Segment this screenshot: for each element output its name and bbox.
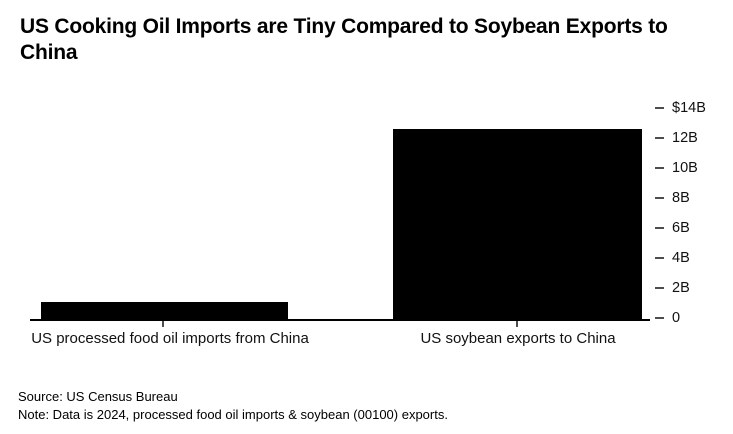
y-tick-label: 2B <box>672 280 690 296</box>
note-line: Note: Data is 2024, processed food oil i… <box>18 406 448 422</box>
y-tick-mark <box>655 227 664 229</box>
y-tick-mark <box>655 197 664 199</box>
y-tick-row: 6B <box>648 213 733 243</box>
x-axis-tick-imports <box>162 321 164 327</box>
y-tick-mark <box>655 317 664 319</box>
y-tick-row: 8B <box>648 183 733 213</box>
y-tick-label: 10B <box>672 160 698 176</box>
bar-soybean-exports <box>393 129 642 320</box>
y-tick-row: 10B <box>648 153 733 183</box>
chart-footer: Source: US Census Bureau Note: Data is 2… <box>18 388 448 423</box>
y-tick-mark <box>655 107 664 109</box>
y-tick-mark <box>655 257 664 259</box>
y-axis: $14B 12B 10B 8B 6B 4B 2B 0 <box>648 93 733 333</box>
y-tick-mark <box>655 167 664 169</box>
bar-processed-food-oil-imports <box>41 302 288 320</box>
x-axis-tick-exports <box>516 321 518 327</box>
y-tick-label: 0 <box>672 310 681 326</box>
category-label-imports: US processed food oil imports from China <box>31 330 309 347</box>
y-tick-row: 4B <box>648 243 733 273</box>
category-label-exports: US soybean exports to China <box>420 330 616 347</box>
y-tick-label: $14B <box>672 100 706 116</box>
y-tick-row: 2B <box>648 273 733 303</box>
source-line: Source: US Census Bureau <box>18 389 178 404</box>
y-tick-row: $14B <box>648 93 733 123</box>
y-tick-row: 12B <box>648 123 733 153</box>
x-axis-line <box>30 319 650 321</box>
y-tick-label: 4B <box>672 250 690 266</box>
y-tick-mark <box>655 287 664 289</box>
y-tick-label: 8B <box>672 190 690 206</box>
y-tick-row: 0 <box>648 303 733 333</box>
y-tick-mark <box>655 137 664 139</box>
y-tick-label: 12B <box>672 130 698 146</box>
chart-title: US Cooking Oil Imports are Tiny Compared… <box>20 15 668 64</box>
y-tick-label: 6B <box>672 220 690 236</box>
